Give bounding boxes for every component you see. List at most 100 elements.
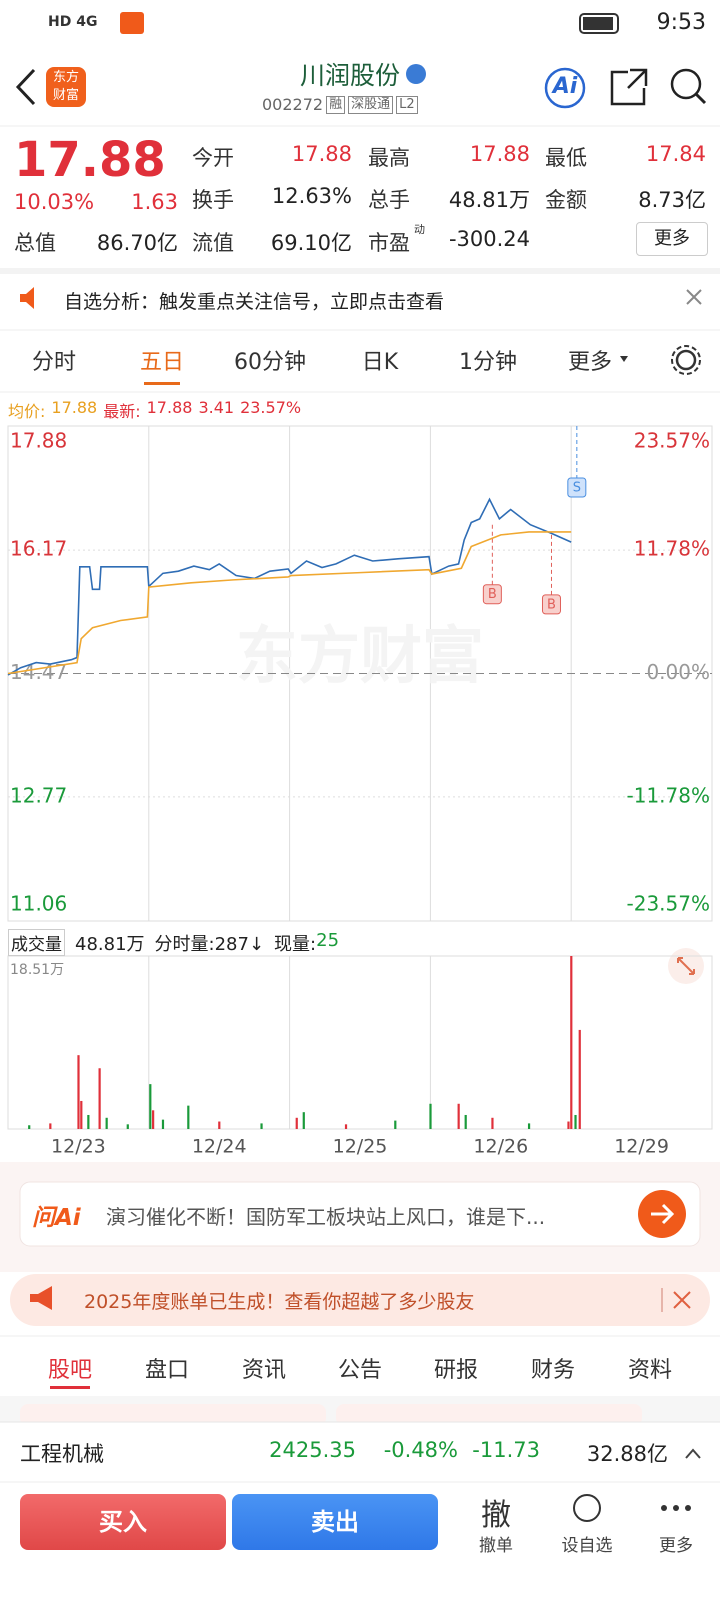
volume-bar <box>105 1117 108 1129</box>
search-button[interactable] <box>670 68 702 100</box>
trade-marker <box>567 477 587 498</box>
bottom-tab[interactable]: 股吧 <box>47 1358 92 1383</box>
bottom-tab[interactable]: 盘口 <box>144 1358 189 1383</box>
banner-box[interactable] <box>10 1274 710 1326</box>
volume-frame <box>7 955 713 1130</box>
ai-text[interactable]: 演习催化不断！国防军工板块站上风口，谁是下... <box>106 1205 546 1229</box>
share-button[interactable] <box>610 68 648 106</box>
card <box>20 1404 326 1426</box>
volume-bar <box>527 1123 531 1129</box>
cancel-button[interactable]: 撤单 <box>479 1536 513 1556</box>
field-value: 12.63% <box>271 184 352 208</box>
change-pct: 10.03% <box>14 190 95 214</box>
tab-underline <box>144 382 180 385</box>
price: 17.88 <box>14 132 166 188</box>
battery <box>579 13 619 34</box>
tab[interactable]: 日K <box>361 350 399 375</box>
trade-label: B <box>488 587 497 602</box>
info-change: 3.41 <box>198 398 235 417</box>
volume-bar <box>149 1084 152 1129</box>
x-tick-label: 12/29 <box>614 1136 669 1158</box>
buy-button[interactable]: 买入 <box>20 1494 226 1550</box>
back-button[interactable] <box>15 68 36 106</box>
ai-box[interactable] <box>19 1181 701 1247</box>
close-notice[interactable] <box>686 289 702 305</box>
bottom-tab[interactable]: 资讯 <box>241 1358 286 1383</box>
y-tick-label: 12.77 <box>10 783 67 807</box>
dropdown-arrow <box>620 356 628 362</box>
battery-level <box>583 17 613 30</box>
field-label: 最低 <box>545 146 587 170</box>
sector-name[interactable]: 工程机械 <box>20 1442 104 1466</box>
more-button[interactable]: 更多 <box>636 222 708 256</box>
y-tick-label: 17.88 <box>10 429 67 453</box>
volume-bar <box>570 956 573 1129</box>
tab[interactable]: 更多 <box>567 350 612 375</box>
volume-bar <box>260 1123 263 1129</box>
volume-bar <box>574 1114 577 1129</box>
volume-bar <box>161 1119 165 1129</box>
volume-bar <box>87 1114 90 1129</box>
volume-bar <box>187 1105 190 1129</box>
info-last-label: 最新: <box>103 402 141 421</box>
trade-marker <box>541 594 561 615</box>
field-value: 8.73亿 <box>638 188 706 212</box>
arrow-icon <box>651 1203 675 1225</box>
field-value: 17.88 <box>469 142 530 166</box>
settings-gear <box>671 345 701 375</box>
y2-tick-label: 0.00% <box>646 660 710 684</box>
chart-info: 均价: 17.88 最新: 17.88 3.41 23.57% <box>8 398 301 422</box>
field-label: 今开 <box>192 146 234 170</box>
tab[interactable]: 1分钟 <box>459 350 517 375</box>
sell-button[interactable]: 卖出 <box>232 1494 438 1550</box>
close-banner[interactable] <box>673 1291 691 1309</box>
x-tick-label: 12/24 <box>192 1136 247 1158</box>
y2-tick-label: -11.78% <box>627 784 710 808</box>
trade-label: B <box>547 597 556 612</box>
y2-tick-label: 11.78% <box>634 536 710 560</box>
y2-tick-label: 23.57% <box>634 429 710 453</box>
bottom-tab[interactable]: 公告 <box>337 1358 382 1383</box>
settings-button[interactable] <box>675 349 697 371</box>
network: HD 4G <box>48 14 98 30</box>
x-tick-label: 12/25 <box>333 1136 388 1158</box>
bottom-tab[interactable]: 财务 <box>530 1358 575 1383</box>
volume-bar <box>218 1121 221 1129</box>
card <box>336 1404 642 1426</box>
trade-label: S <box>573 481 581 496</box>
tab[interactable]: 分时 <box>31 350 76 375</box>
more-actions[interactable]: 更多 <box>659 1536 693 1556</box>
bottom-tab[interactable]: 研报 <box>433 1358 478 1383</box>
divider <box>0 268 720 274</box>
stock-code: 002272 <box>262 95 324 114</box>
y-tick-label: 16.17 <box>10 537 67 561</box>
expand-sector[interactable] <box>685 1448 701 1459</box>
banner-text[interactable]: 2025年度账单已生成！查看你超越了多少股友 <box>84 1291 475 1313</box>
volume-bar <box>80 1100 83 1129</box>
cancel-icon: 撤 <box>481 1498 511 1533</box>
field-label: 换手 <box>192 188 234 212</box>
volume-bar <box>344 1124 348 1129</box>
watch-button[interactable]: 设自选 <box>561 1536 613 1556</box>
tag: 融 <box>326 95 346 114</box>
volume-bar <box>491 1117 494 1129</box>
sector-turnover: 32.88亿 <box>586 1442 668 1466</box>
tab[interactable]: 60分钟 <box>234 350 306 375</box>
ai-label[interactable]: Ai <box>552 74 578 99</box>
field-label: 最高 <box>368 146 410 170</box>
field-value: 69.10亿 <box>270 231 352 255</box>
ai-button[interactable] <box>544 67 586 109</box>
price-line <box>7 497 572 676</box>
x-tick-label: 12/26 <box>473 1136 528 1158</box>
volume-tick: 分时量:287↓ <box>154 933 265 955</box>
bottom-tab[interactable]: 资料 <box>627 1358 672 1383</box>
tab[interactable]: 五日 <box>139 350 184 375</box>
field-label: 总手 <box>368 188 410 212</box>
field-value: 17.88 <box>291 142 352 166</box>
notice-text[interactable]: 自选分析：触发重点关注信号，立即点击查看 <box>64 291 445 313</box>
volume-total: 48.81万 <box>75 933 145 955</box>
volume-bar <box>567 1121 570 1129</box>
sector-index: 2425.35 <box>269 1438 356 1462</box>
